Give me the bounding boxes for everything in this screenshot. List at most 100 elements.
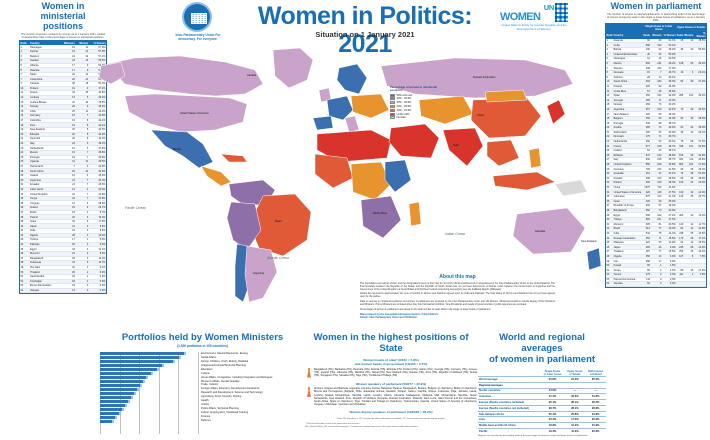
table-row[interactable]: 3 Bolivia 130 60 46.2% 36 20 55.6% xyxy=(606,47,706,53)
table-row[interactable]: 34 United States of America 429 118 27.5% 100… xyxy=(606,189,706,195)
table-row[interactable]: 24 France 577 229 39.7% 348 121 34.8% xyxy=(606,143,706,149)
table-row[interactable]: 26 Ethiopia 547 212 38.8% 153 49 32.0% xyxy=(606,153,706,159)
table-row[interactable]: 51 Saudi Arabia 25 1 4.0% xyxy=(20,274,106,280)
table-row[interactable]: 26 Uganda 31 11 35.5% xyxy=(20,159,106,165)
chart-bar-row[interactable]: Culture xyxy=(100,372,305,376)
table-row[interactable]: 54 Vanuatu 52 0 0.0% xyxy=(606,281,706,287)
table-row[interactable]: 24 Mexico 19 7 36.8% xyxy=(20,150,106,156)
table-row[interactable]: 14 Norway 20 9 45.0% xyxy=(20,104,106,110)
chart-bar-row[interactable]: Research and Development, Science and Te… xyxy=(100,391,305,396)
table-row[interactable]: 35 Uruguay 14 4 28.6% xyxy=(20,200,106,207)
table-row[interactable]: 29 Germany 709 223 31.5% 69 25 36.2% xyxy=(606,166,706,172)
table-row[interactable]: 51 Oman 86 2 2.3% 85 15 17.6% xyxy=(606,267,706,274)
table-row[interactable]: 49 Viet Nam 22 2 9.1% xyxy=(20,265,106,271)
table-row[interactable]: 47 Thailand 487 77 15.8% 250 26 10.4% xyxy=(606,249,706,255)
table-row[interactable]: 48 Indonesia 34 5 14.7% xyxy=(20,260,106,266)
table-row[interactable]: 48 Nigeria 358 13 3.6% 107 8 7.5% xyxy=(606,254,706,260)
table-row[interactable]: 12 Andorra 13 6 46.2% xyxy=(20,95,106,101)
table-row[interactable]: 5 Albania 17 9 52.9% xyxy=(20,63,106,69)
table-row[interactable]: 7 Canada 38 19 50.0% xyxy=(20,81,106,87)
table-row[interactable]: 28 United Kingdom 650 220 33.8% 803 222 27.6% xyxy=(606,162,706,168)
table-row[interactable]: 40 Japan 21 2 9.5% xyxy=(20,223,106,229)
table-row[interactable]: 53 Brunei Darussalam 13 0 0.0% xyxy=(20,283,106,289)
table-row[interactable]: 10 South Africa 393 182 46.3% 54 20 37.0% xyxy=(606,79,706,85)
table-row[interactable]: 27 Italy 630 225 35.7% 321 112 34.9% xyxy=(606,157,706,163)
chart-bar-row[interactable]: Justice xyxy=(100,403,305,408)
table-row[interactable]: 44 Russian Federation 450 71 15.8% 170 29 17.1% xyxy=(606,235,706,241)
table-row[interactable]: 27 Switzerland 7 3 42.9% xyxy=(20,164,106,170)
table-row[interactable]: 37 Brazil 23 2 8.7% xyxy=(20,210,106,216)
table-row[interactable]: 25 Portugal 19 7 36.8% xyxy=(20,155,106,161)
table-row[interactable]: 43 Türkiye 17 1 5.9% xyxy=(20,237,106,243)
table-row[interactable]: 38 Poland 20 3 15.0% xyxy=(20,214,106,220)
table-row[interactable]: 15 Chile 25 11 44.0% xyxy=(20,109,106,115)
table-row[interactable]: 1 Rwanda 80 49 61.3% 26 10 38.5% xyxy=(606,38,706,44)
table-row[interactable]: 32 Cabo Verde 12 4 33.3% xyxy=(20,187,106,193)
table-row[interactable]: 1 Nicaragua 19 11 57.9% xyxy=(20,45,106,50)
table-row[interactable]: 42 Nigeria 28 4 14.3% xyxy=(20,233,106,239)
table-row[interactable]: 30 Australia 151 47 31.1% 76 39 51.3% xyxy=(606,171,706,177)
table-row[interactable]: 4 United Arab Emirates 40 20 50.0% xyxy=(606,52,706,58)
table-row[interactable]: 1 Austria 19 11 57.9% xyxy=(20,49,106,55)
table-row[interactable]: 12 Costa Rica 57 26 45.6% xyxy=(606,88,706,94)
chart-bar-row[interactable]: Agriculture, Food, Forestry, Fishing xyxy=(100,395,305,400)
table-row[interactable]: 46 Japan 465 46 9.9% 245 56 22.9% xyxy=(606,244,706,251)
chart-bar-row[interactable]: Education xyxy=(100,368,305,372)
table-row[interactable]: 40 Türkiye 584 101 17.3% xyxy=(606,217,706,223)
table-row[interactable]: 38 Bangladesh 350 73 20.9% xyxy=(606,208,706,214)
table-row[interactable]: 42 Brazil 513 77 15.0% 81 12 14.8% xyxy=(606,226,706,232)
table-row[interactable]: 25 Iceland 63 24 38.1% xyxy=(606,148,706,154)
table-row[interactable]: 46 Morocco 24 2 8.3% xyxy=(20,251,106,257)
table-row[interactable]: 17 Colombia 19 8 42.1% xyxy=(20,118,106,124)
table-row[interactable]: 16 Argentina 257 109 42.4% 72 29 40.3% xyxy=(606,107,706,113)
table-row[interactable]: 19 Portugal 230 89 38.7% xyxy=(606,120,706,127)
chart-bar-row[interactable]: Environment, Natural Resources, Energy xyxy=(100,352,305,356)
table-row[interactable]: 8 Grenada 15 7 46.7% 13 3 23.1% xyxy=(606,70,706,76)
table-row[interactable]: Middle East and North Africa 16.6% 12.0% 15… xyxy=(478,422,606,429)
table-row[interactable]: 22 Italy 23 9 39.1% xyxy=(20,141,106,147)
chart-bar-row[interactable]: Women's Affairs, Gender Equality xyxy=(100,380,305,384)
table-row[interactable]: 6 Mexico 500 241 48.2% 128 63 49.2% xyxy=(606,61,706,67)
table-row[interactable]: Europe (Nordic countries included) 30.1% 2… xyxy=(478,399,606,406)
table-row[interactable]: 9 Andorra 28 13 46.4% xyxy=(606,75,706,81)
table-row[interactable]: 37 Republic of Korea 300 57 19.0% xyxy=(606,203,706,209)
table-row[interactable]: Nordic countries 44.0% — — xyxy=(478,387,606,394)
table-row[interactable]: 35 Indonesia 575 123 21.4% 136 35 25.7% xyxy=(606,194,706,200)
chart-bar-row[interactable]: Home Affairs, Immigration, Including Int… xyxy=(100,376,305,380)
table-row[interactable]: 29 Iceland 12 4 33.3% xyxy=(20,173,106,179)
table-row[interactable]: Pacific 19.4% 41.2% 22.6% xyxy=(478,428,606,434)
table-row[interactable]: 39 Israel 34 6 17.6% xyxy=(20,219,106,225)
chart-bar-row[interactable]: Trade, Industry xyxy=(100,383,305,388)
table-row[interactable]: 50 Kuwait 65 1 1.5% xyxy=(606,263,706,269)
table-row[interactable]: 52 Yemen 275 0 0.0% 111 2 1.8% xyxy=(606,272,706,278)
table-row[interactable]: 11 Finland 200 92 46.0% xyxy=(606,84,706,90)
table-row[interactable]: 10 Finland 19 9 47.4% xyxy=(20,86,106,92)
table-row[interactable]: Americas 31.4% 32.5% 31.6% xyxy=(478,393,606,400)
table-row[interactable]: 54 Vanuatu 13 0 0.0% xyxy=(20,288,106,294)
table-row[interactable]: Europe (Nordic countries not included) 28… xyxy=(478,404,606,412)
table-row[interactable]: 22 Denmark 179 71 39.7% xyxy=(606,134,706,140)
table-row[interactable]: 5 Nicaragua 91 46 50.6% xyxy=(606,56,706,62)
table-row[interactable]: 14 Senegal 165 71 43.0% xyxy=(606,97,706,104)
table-row[interactable]: 52 Azerbaijan 18 1 5.6% xyxy=(20,279,106,285)
table-row[interactable]: 7 Sweden 349 164 47.0% xyxy=(606,65,706,71)
table-row[interactable]: Asia 20.4% 17.3% 20.0% xyxy=(478,416,606,423)
table-row[interactable]: 41 Morocco 395 81 20.5% 120 14 11.7% xyxy=(606,222,706,228)
table-row[interactable]: 30 Argentina 21 7 33.3% xyxy=(20,178,106,184)
table-row[interactable]: 41 India 24 2 8.3% xyxy=(20,228,106,234)
table-row[interactable]: 45 Malaysia 222 33 14.9% 64 10 15.6% xyxy=(606,240,706,246)
table-row[interactable]: 20 Ethiopia 20 8 40.0% xyxy=(20,132,106,138)
table-row[interactable]: 36 Ireland 15 4 26.7% xyxy=(20,205,106,211)
table-row[interactable]: 31 Ecuador 21 7 33.3% xyxy=(20,182,106,188)
table-row[interactable]: 7Spain221150.0% xyxy=(20,72,106,78)
table-row[interactable]: 13 Guinea-Bissau 22 10 45.5% xyxy=(20,99,106,105)
table-row[interactable]: 49 Iran 288 17 5.9% xyxy=(606,258,706,264)
table-row[interactable]: Sub-Saharan Africa 25.1% 22.8% 24.8% xyxy=(478,410,606,417)
table-row[interactable]: 34 Kenya 22 7 31.8% xyxy=(20,196,106,202)
table-row[interactable]: 39 Egypt 596 162 27.2% 300 40 13.3% xyxy=(606,212,706,218)
table-row[interactable]: 18 Belgium 150 63 42.0% 60 29 48.3% xyxy=(606,116,706,122)
chart-bar-row[interactable]: Public Affairs, Territorial Planning xyxy=(100,407,305,412)
table-row[interactable]: 45 Egypt 33 4 12.1% xyxy=(20,246,106,252)
table-row[interactable]: 3 Belgium 21 12 57.1% xyxy=(20,53,106,60)
